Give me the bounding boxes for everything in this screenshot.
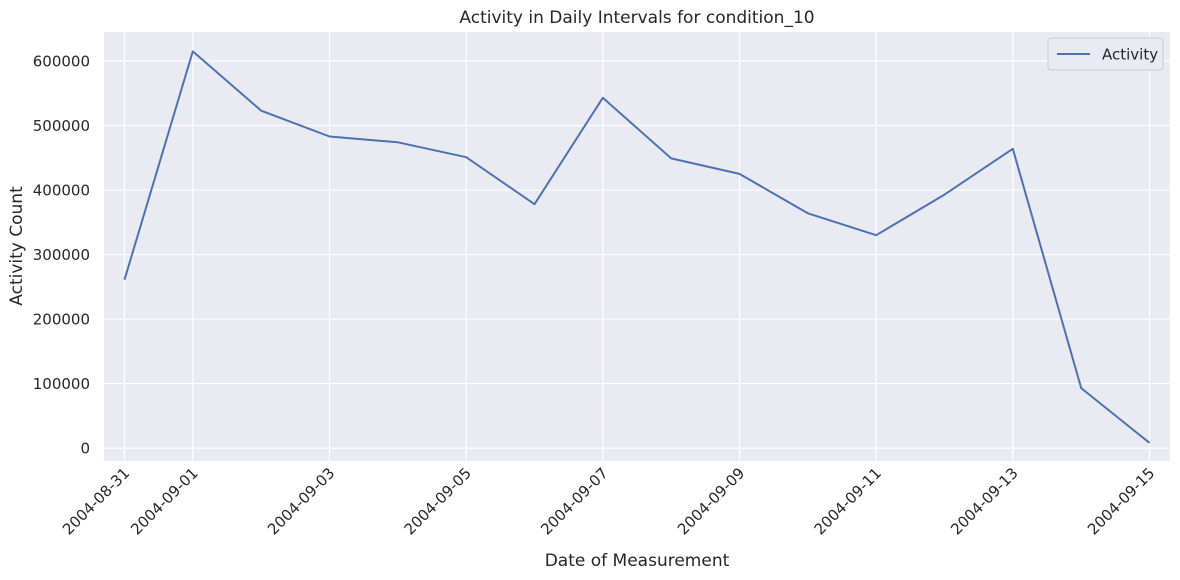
y-tick-label: 100000 [33,375,90,393]
y-tick-label: 200000 [33,311,90,329]
legend: Activity [1047,37,1164,71]
y-tick-label: 0 [80,440,90,458]
legend-label-activity: Activity [1102,46,1158,64]
legend-box [1047,37,1164,71]
y-tick-label: 300000 [33,246,90,264]
plot-area [104,32,1170,461]
x-axis-title: Date of Measurement [545,551,730,571]
chart-title: Activity in Daily Intervals for conditio… [459,8,814,28]
y-axis-ticks: 0 100000 200000 300000 400000 500000 600000 [33,53,90,458]
series-lines [123,50,1151,444]
grid-lines [104,32,1170,461]
y-tick-label: 600000 [33,53,90,71]
y-axis-title: Activity Count [7,186,27,306]
y-tick-label: 500000 [33,117,90,135]
y-tick-label: 400000 [33,182,90,200]
series-line-activity [123,50,1151,444]
